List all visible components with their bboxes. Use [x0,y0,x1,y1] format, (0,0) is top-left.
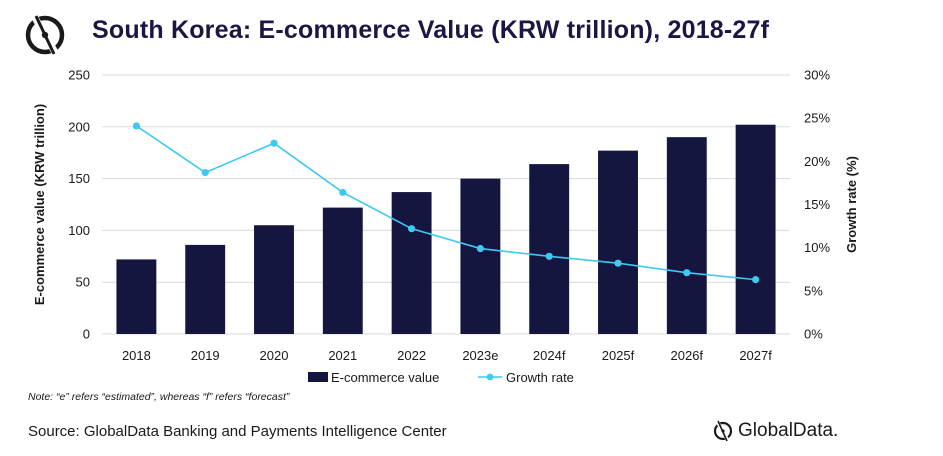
x-tick-label: 2024f [533,348,566,363]
x-tick-label: 2021 [328,348,357,363]
bar [529,164,570,334]
legend-swatch-bar [308,372,328,382]
y2-tick-label: 15% [804,197,830,212]
bar [391,192,432,334]
y2-tick-label: 10% [804,240,830,255]
brand-logo: GlobalData. [712,420,838,442]
y-tick-label: 50 [76,275,90,290]
globaldata-brand-icon [713,420,733,442]
chart-note: Note: “e” refers “estimated”, whereas “f… [28,391,290,403]
bar [185,244,226,334]
globaldata-logo-icon [25,14,65,56]
growth-rate-point [476,244,484,253]
bar [460,178,501,334]
growth-rate-point [408,225,416,233]
bar [598,150,638,334]
growth-rate-point [339,188,347,197]
growth-rate-point [683,269,691,277]
source-text: Source: GlobalData Banking and Payments … [28,423,447,440]
x-tick-label: 2023e [462,348,498,363]
y-tick-label: 150 [68,171,90,186]
y2-tick-label: 5% [804,283,823,298]
growth-rate-point [201,168,209,177]
bar [254,225,294,334]
growth-rate-point [270,139,278,147]
x-tick-label: 2018 [122,348,151,363]
growth-rate-point [614,259,622,267]
legend-swatch-marker [486,373,494,381]
bar [116,259,157,334]
x-tick-label: 2022 [397,348,426,363]
y2-axis-title: Growth rate (%) [844,156,859,253]
y-tick-label: 0 [83,327,90,342]
x-tick-label: 2025f [602,348,635,363]
y-tick-label: 100 [68,223,90,238]
chart: 0 50 100 150 200 250 0% 5% 10% 15% 20% 25% 30% 2018 20… [32,68,859,386]
bar [666,137,707,334]
y2-tick-label: 0% [804,327,823,342]
growth-rate-line [135,125,756,281]
bar [735,124,776,334]
growth-rate-point [545,252,553,260]
y2-tick-label: 30% [804,68,830,83]
x-tick-label: 2026f [671,348,704,363]
x-tick-label: 2020 [260,348,289,363]
y-tick-label: 250 [68,68,90,83]
legend-label-bar: E-commerce value [331,370,439,385]
y-axis-title: E-commerce value (KRW trillion) [32,104,47,305]
legend-label-line: Growth rate [506,370,574,385]
x-tick-label: 2027f [739,348,772,363]
bar [322,207,363,334]
x-tick-label: 2019 [191,348,220,363]
y-tick-label: 200 [68,119,90,134]
brand-name: GlobalData. [738,420,839,441]
growth-rate-point [752,276,760,284]
y2-tick-label: 20% [804,154,830,169]
y2-tick-label: 25% [804,111,830,126]
growth-rate-point [132,122,140,130]
page-title: South Korea: E-commerce Value (KRW trill… [92,16,770,44]
